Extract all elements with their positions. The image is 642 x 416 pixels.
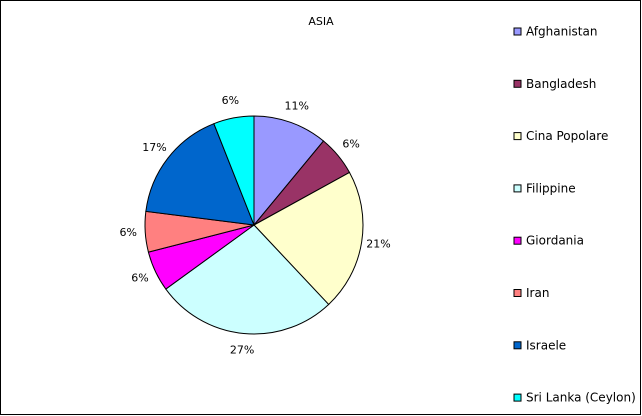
pie-slice [253,115,325,227]
legend-swatch [513,289,522,297]
data-label: 17% [142,141,166,154]
legend-swatch [513,79,522,88]
data-label: 6% [222,94,239,107]
legend-label: Filippine [526,181,576,195]
legend-swatch [513,236,522,245]
pie-slice [213,115,255,226]
data-label: 6% [120,226,137,239]
legend-swatch [513,27,522,36]
legend-swatch [513,393,522,402]
legend-label: Bangladesh [526,77,596,91]
legend-label: Afghanistan [526,25,597,39]
pie-slice [165,224,330,335]
data-label: 27% [230,343,254,356]
legend-swatch [513,132,522,141]
legend-swatch [513,184,522,193]
legend-swatch [513,341,522,350]
chart-title: ASIA [308,15,334,28]
legend-label: Giordania [526,234,584,248]
data-label: 21% [366,238,390,251]
pie-slice [253,171,364,306]
data-label: 6% [342,138,359,151]
data-label: 11% [284,99,308,112]
legend-label: Cina Popolare [526,129,608,143]
pie-slice [145,123,255,226]
legend-label: Israele [526,338,566,352]
data-label: 6% [131,272,148,285]
legend-label: Iran [526,286,549,300]
legend-label: Sri Lanka (Ceylon) [526,391,636,405]
